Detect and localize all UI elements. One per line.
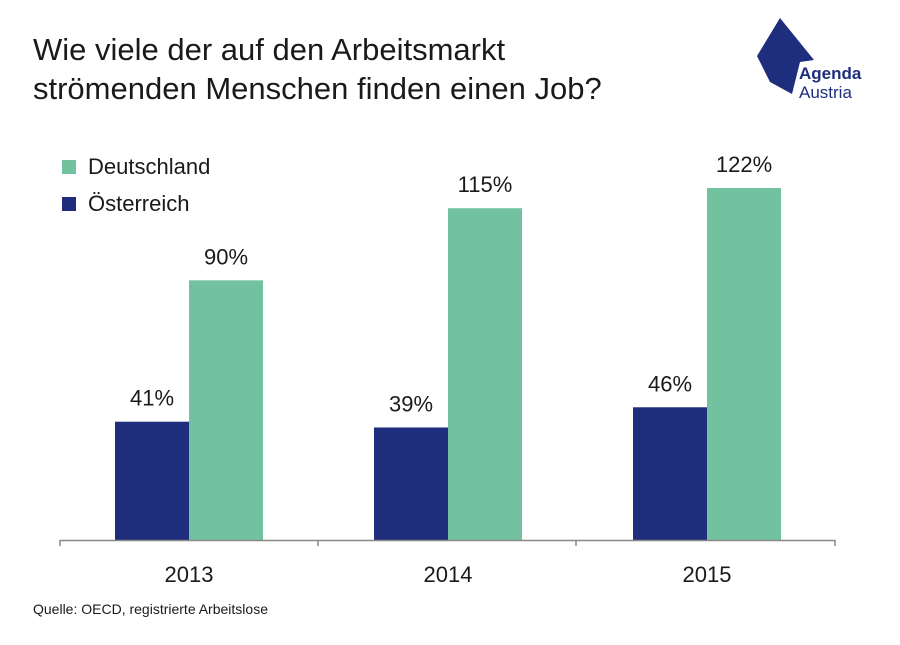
legend-label-oesterreich: Österreich: [88, 190, 190, 216]
data-label-deutschland-2014: 115%: [458, 172, 513, 197]
legend-label-deutschland: Deutschland: [88, 153, 211, 179]
source-note: Quelle: OECD, registrierte Arbeitslose: [33, 601, 268, 617]
x-tick-label-2015: 2015: [683, 562, 732, 587]
data-label-oesterreich-2014: 39%: [389, 391, 433, 416]
chart-title-line-1: Wie viele der auf den Arbeitsmarkt: [33, 32, 506, 67]
bar-oesterreich-2013: [115, 421, 189, 540]
legend-swatch-oesterreich: [62, 196, 76, 211]
chart-title-line-2: strömenden Menschen finden einen Job?: [33, 71, 602, 106]
logo-text: Agenda Austria: [799, 64, 861, 102]
logo-line-2: Austria: [799, 83, 852, 102]
bar-deutschland-2013: [189, 280, 263, 540]
legend-item-oesterreich: Österreich: [62, 185, 210, 222]
chart-legend: Deutschland Österreich: [62, 148, 210, 222]
bar-oesterreich-2015: [633, 407, 707, 540]
bar-deutschland-2014: [448, 208, 522, 540]
data-label-deutschland-2015: 122%: [716, 152, 772, 177]
data-label-deutschland-2013: 90%: [204, 244, 248, 269]
data-label-oesterreich-2015: 46%: [648, 371, 692, 396]
logo-mark-shape: [757, 18, 814, 94]
chart-title: Wie viele der auf den Arbeitsmarkt ström…: [33, 30, 713, 108]
logo-line-1: Agenda: [799, 64, 862, 83]
x-tick-label-2013: 2013: [165, 562, 214, 587]
bar-oesterreich-2014: [374, 427, 448, 540]
x-tick-label-2014: 2014: [424, 562, 473, 587]
bar-deutschland-2015: [707, 188, 781, 540]
data-label-oesterreich-2013: 41%: [130, 386, 174, 411]
legend-swatch-deutschland: [62, 159, 76, 174]
agenda-austria-logo-icon: [757, 18, 814, 94]
legend-item-deutschland: Deutschland: [62, 148, 210, 185]
